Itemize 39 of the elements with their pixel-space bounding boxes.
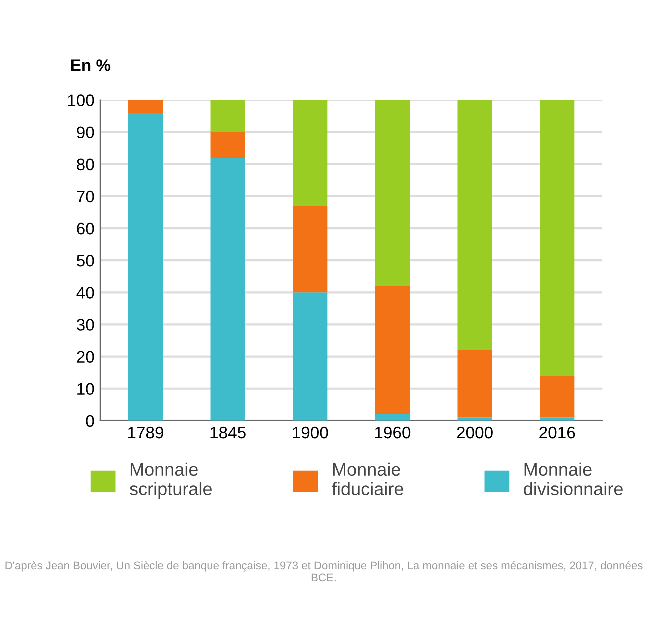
bar <box>540 418 575 421</box>
y-tick-label: 40 <box>76 287 94 299</box>
y-tick-label: 90 <box>77 126 94 139</box>
bar <box>210 100 246 132</box>
legend-label: Monnaie divisionnaire <box>524 462 623 496</box>
bar <box>458 350 492 418</box>
legend-label: Monnaie scripturale <box>130 462 212 500</box>
bar <box>210 158 246 421</box>
y-tick-label: 10 <box>78 383 94 396</box>
x-tick-label: 1789 <box>128 426 164 439</box>
bar <box>375 286 410 415</box>
x-tick-label: 1900 <box>293 426 328 439</box>
bar <box>128 113 164 421</box>
y-tick-label: 80 <box>77 158 94 171</box>
y-axis-title: En % <box>71 60 111 72</box>
x-tick-label: 2016 <box>540 426 576 439</box>
bar <box>293 292 328 421</box>
y-tick-label: 20 <box>77 351 94 363</box>
bar <box>458 418 492 421</box>
bar <box>293 206 328 293</box>
y-tick-label: 30 <box>76 319 94 331</box>
x-tick-label: 2000 <box>457 426 493 439</box>
bar <box>540 100 575 376</box>
y-tick-label: 100 <box>68 94 94 106</box>
x-tick-label: 1960 <box>375 426 411 439</box>
bar <box>293 100 328 206</box>
legend-label: Monnaie fiduciaire <box>332 462 404 496</box>
y-tick-label: 0 <box>86 415 94 428</box>
bar <box>375 414 410 421</box>
bar <box>458 100 492 350</box>
x-tick-label: 1845 <box>210 426 246 439</box>
y-tick-label: 50 <box>77 255 94 267</box>
bar <box>375 100 410 286</box>
text: D'après Jean Bouvier, Un Siècle de banque française, 1973 et Dominique Plihon, La monnaie et ses mécanismes, 2017, données BCE. <box>6 561 643 582</box>
bar <box>540 376 575 418</box>
bar <box>210 132 246 158</box>
bar <box>128 100 164 114</box>
y-tick-label: 70 <box>77 190 94 203</box>
y-tick-label: 60 <box>77 222 94 235</box>
